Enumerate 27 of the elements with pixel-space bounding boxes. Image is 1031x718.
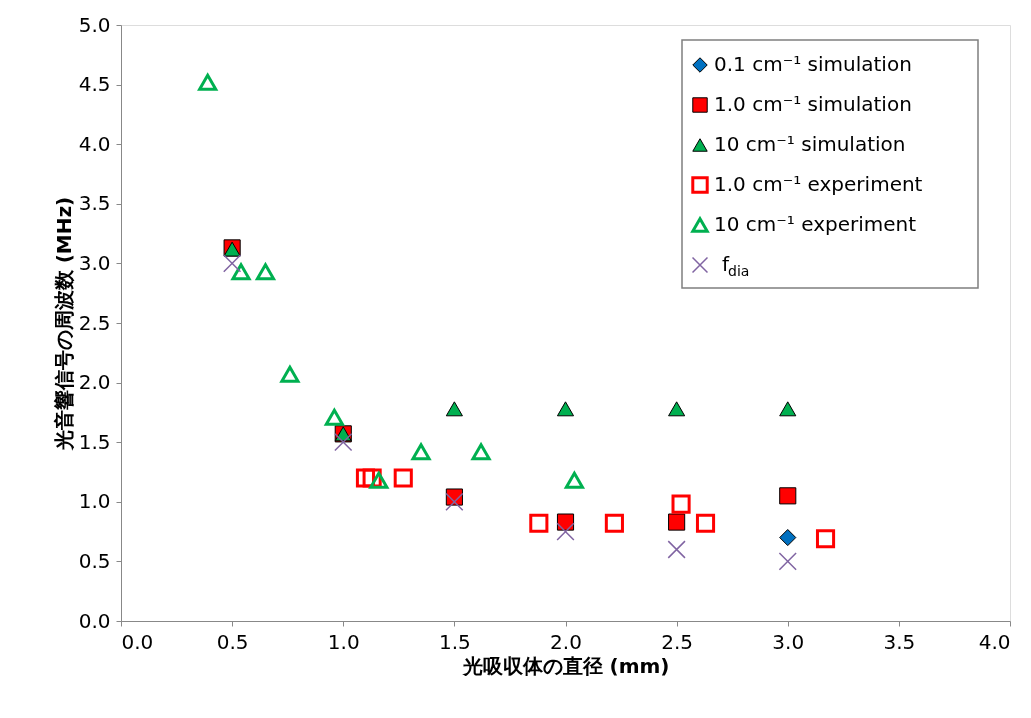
x-tick-label: 1.0 <box>327 629 360 654</box>
y-tick-label: 5.0 <box>78 12 111 37</box>
legend-label: 0.1 cm⁻¹ simulation <box>714 52 912 76</box>
y-tick-label: 3.5 <box>78 191 111 216</box>
legend-label: 1.0 cm⁻¹ simulation <box>714 92 912 116</box>
legend-label: 10 cm⁻¹ experiment <box>714 212 917 236</box>
x-tick-label: 4.0 <box>978 629 1011 654</box>
x-tick-label: 3.5 <box>883 629 916 654</box>
x-axis-title: 光吸収体の直径 (mm) <box>461 653 670 678</box>
x-tick-label: 0.5 <box>216 629 249 654</box>
x-tick-label: 1.5 <box>438 629 471 654</box>
y-axis-title: 光音響信号の周波数 (MHz) <box>51 196 76 452</box>
y-tick-label: 4.5 <box>78 72 111 97</box>
x-tick-label: 0.0 <box>121 629 154 654</box>
y-tick-label: 0.5 <box>78 548 111 573</box>
y-tick-label: 3.0 <box>78 250 111 275</box>
y-tick-label: 4.0 <box>78 131 111 156</box>
y-tick-label: 1.0 <box>78 489 111 514</box>
legend-label: 10 cm⁻¹ simulation <box>714 132 906 156</box>
legend-label: 1.0 cm⁻¹ experiment <box>714 172 923 196</box>
x-tick-label: 2.0 <box>550 629 582 654</box>
x-tick-label: 2.5 <box>661 629 694 654</box>
y-tick-label: 1.5 <box>78 429 111 454</box>
y-tick-label: 0.0 <box>78 608 111 633</box>
y-tick-label: 2.0 <box>78 370 111 395</box>
y-tick-label: 2.5 <box>78 310 111 335</box>
x-tick-label: 3.0 <box>772 629 805 654</box>
